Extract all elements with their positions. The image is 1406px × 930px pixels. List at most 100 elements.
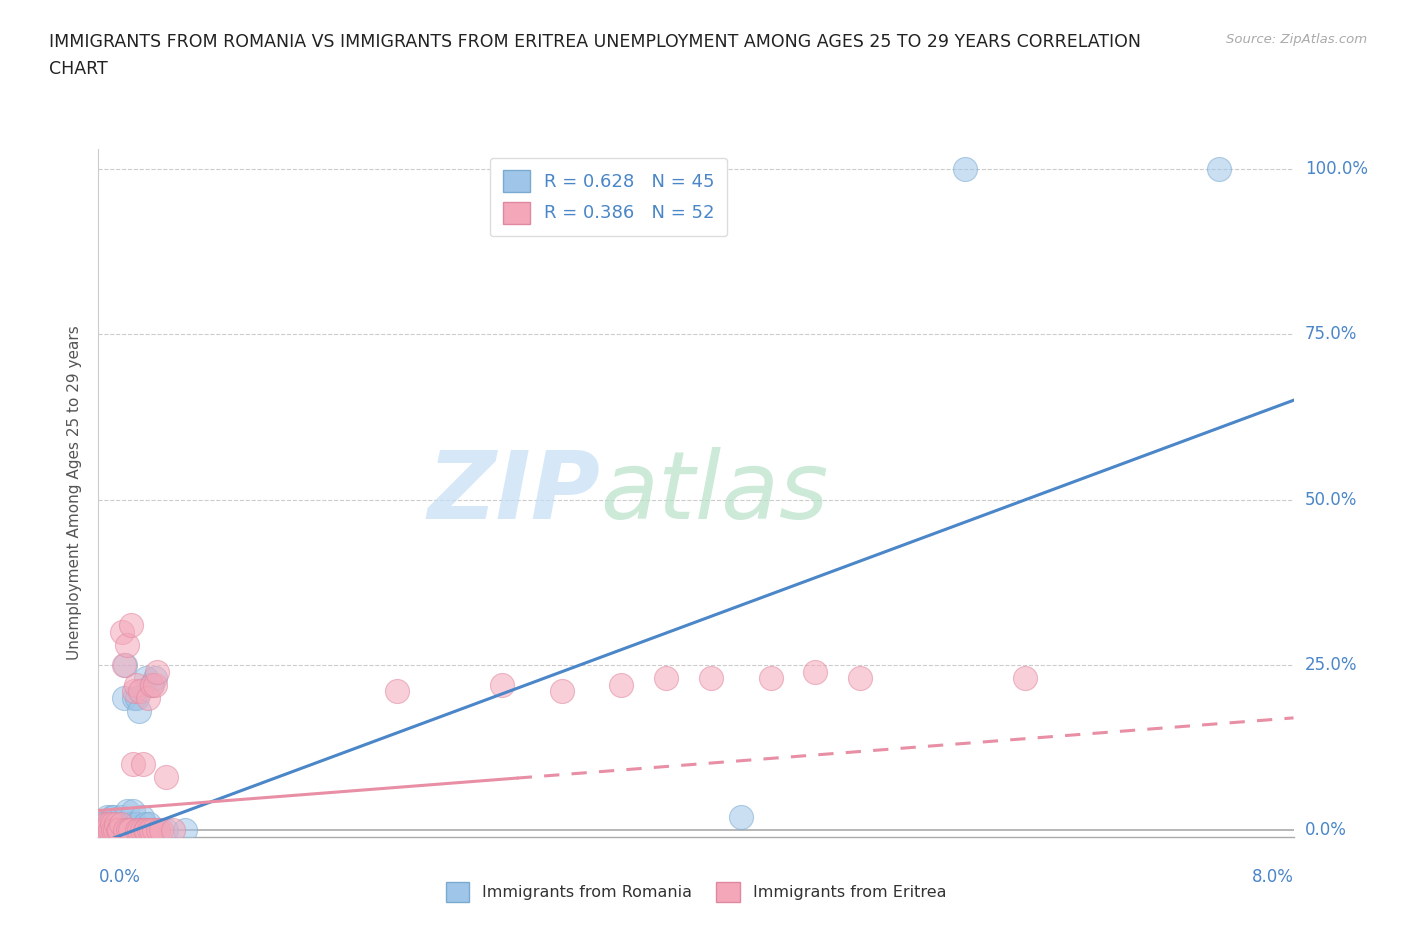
Point <box>118 817 141 831</box>
Point <box>142 823 165 838</box>
Point <box>96 823 118 838</box>
Text: atlas: atlas <box>600 447 828 538</box>
Text: Source: ZipAtlas.com: Source: ZipAtlas.com <box>1226 33 1367 46</box>
Point <box>143 677 166 692</box>
Point <box>94 817 117 831</box>
Point <box>150 823 173 838</box>
Point <box>112 658 135 672</box>
Text: 50.0%: 50.0% <box>1305 490 1357 509</box>
Point <box>98 817 122 831</box>
Point <box>94 823 117 838</box>
Point <box>111 823 134 838</box>
Point <box>103 810 125 825</box>
Text: ZIP: ZIP <box>427 447 600 538</box>
Point <box>124 684 146 698</box>
Point <box>162 823 184 838</box>
Point <box>655 671 678 685</box>
Point <box>849 671 872 685</box>
Point <box>121 804 143 818</box>
Point <box>121 757 143 772</box>
Point <box>108 823 131 838</box>
Point <box>105 817 128 831</box>
Point <box>114 823 136 838</box>
Point <box>139 677 162 692</box>
Text: 25.0%: 25.0% <box>1305 656 1357 674</box>
Point <box>132 823 155 838</box>
Point <box>385 684 409 698</box>
Point <box>138 823 160 838</box>
Text: 75.0%: 75.0% <box>1305 326 1357 343</box>
Point <box>115 804 138 818</box>
Point <box>114 658 136 672</box>
Point <box>804 664 827 679</box>
Point <box>125 677 148 692</box>
Point <box>108 817 131 831</box>
Point <box>145 664 167 679</box>
Point <box>124 691 146 706</box>
Point <box>90 817 112 831</box>
Point <box>110 810 132 825</box>
Text: CHART: CHART <box>49 60 108 78</box>
Text: 100.0%: 100.0% <box>1305 160 1368 178</box>
Point <box>103 823 125 838</box>
Point <box>148 823 170 838</box>
Point <box>1014 671 1036 685</box>
Point <box>1208 161 1230 176</box>
Point <box>115 638 138 653</box>
Point <box>127 823 149 838</box>
Point <box>101 817 124 831</box>
Point <box>550 684 572 698</box>
Point <box>127 691 149 706</box>
Point <box>105 817 128 831</box>
Point <box>730 810 752 825</box>
Point <box>148 823 170 838</box>
Point <box>110 817 132 831</box>
Legend: Immigrants from Romania, Immigrants from Eritrea: Immigrants from Romania, Immigrants from… <box>439 876 953 909</box>
Point <box>132 757 155 772</box>
Point <box>104 823 127 838</box>
Point <box>93 823 115 838</box>
Point <box>131 823 153 838</box>
Point <box>141 823 163 838</box>
Point <box>141 677 163 692</box>
Point <box>91 823 114 838</box>
Text: IMMIGRANTS FROM ROMANIA VS IMMIGRANTS FROM ERITREA UNEMPLOYMENT AMONG AGES 25 TO: IMMIGRANTS FROM ROMANIA VS IMMIGRANTS FR… <box>49 33 1142 50</box>
Point <box>953 161 976 176</box>
Point <box>129 684 152 698</box>
Point <box>139 823 162 838</box>
Point <box>96 810 118 825</box>
Point <box>155 770 177 785</box>
Point <box>610 677 633 692</box>
Point <box>700 671 723 685</box>
Point <box>136 823 159 838</box>
Point <box>128 704 150 719</box>
Point <box>120 618 142 632</box>
Point <box>135 823 157 838</box>
Y-axis label: Unemployment Among Ages 25 to 29 years: Unemployment Among Ages 25 to 29 years <box>67 326 83 660</box>
Point <box>97 823 120 838</box>
Point <box>135 671 157 685</box>
Point <box>118 823 141 838</box>
Point <box>128 823 150 838</box>
Point <box>107 823 129 838</box>
Point <box>111 624 134 639</box>
Point <box>107 823 129 838</box>
Point <box>104 823 127 838</box>
Point <box>112 691 135 706</box>
Text: 0.0%: 0.0% <box>1305 821 1347 840</box>
Point <box>120 817 142 831</box>
Point <box>138 817 160 831</box>
Point <box>101 810 124 825</box>
Point <box>491 677 513 692</box>
Point <box>142 823 165 838</box>
Text: 0.0%: 0.0% <box>98 868 141 885</box>
Point <box>129 823 152 838</box>
Point <box>759 671 782 685</box>
Point <box>90 823 112 838</box>
Point <box>174 823 197 838</box>
Point <box>117 823 139 838</box>
Point <box>117 823 139 838</box>
Point <box>103 823 125 838</box>
Point <box>134 823 156 838</box>
Point <box>93 817 115 831</box>
